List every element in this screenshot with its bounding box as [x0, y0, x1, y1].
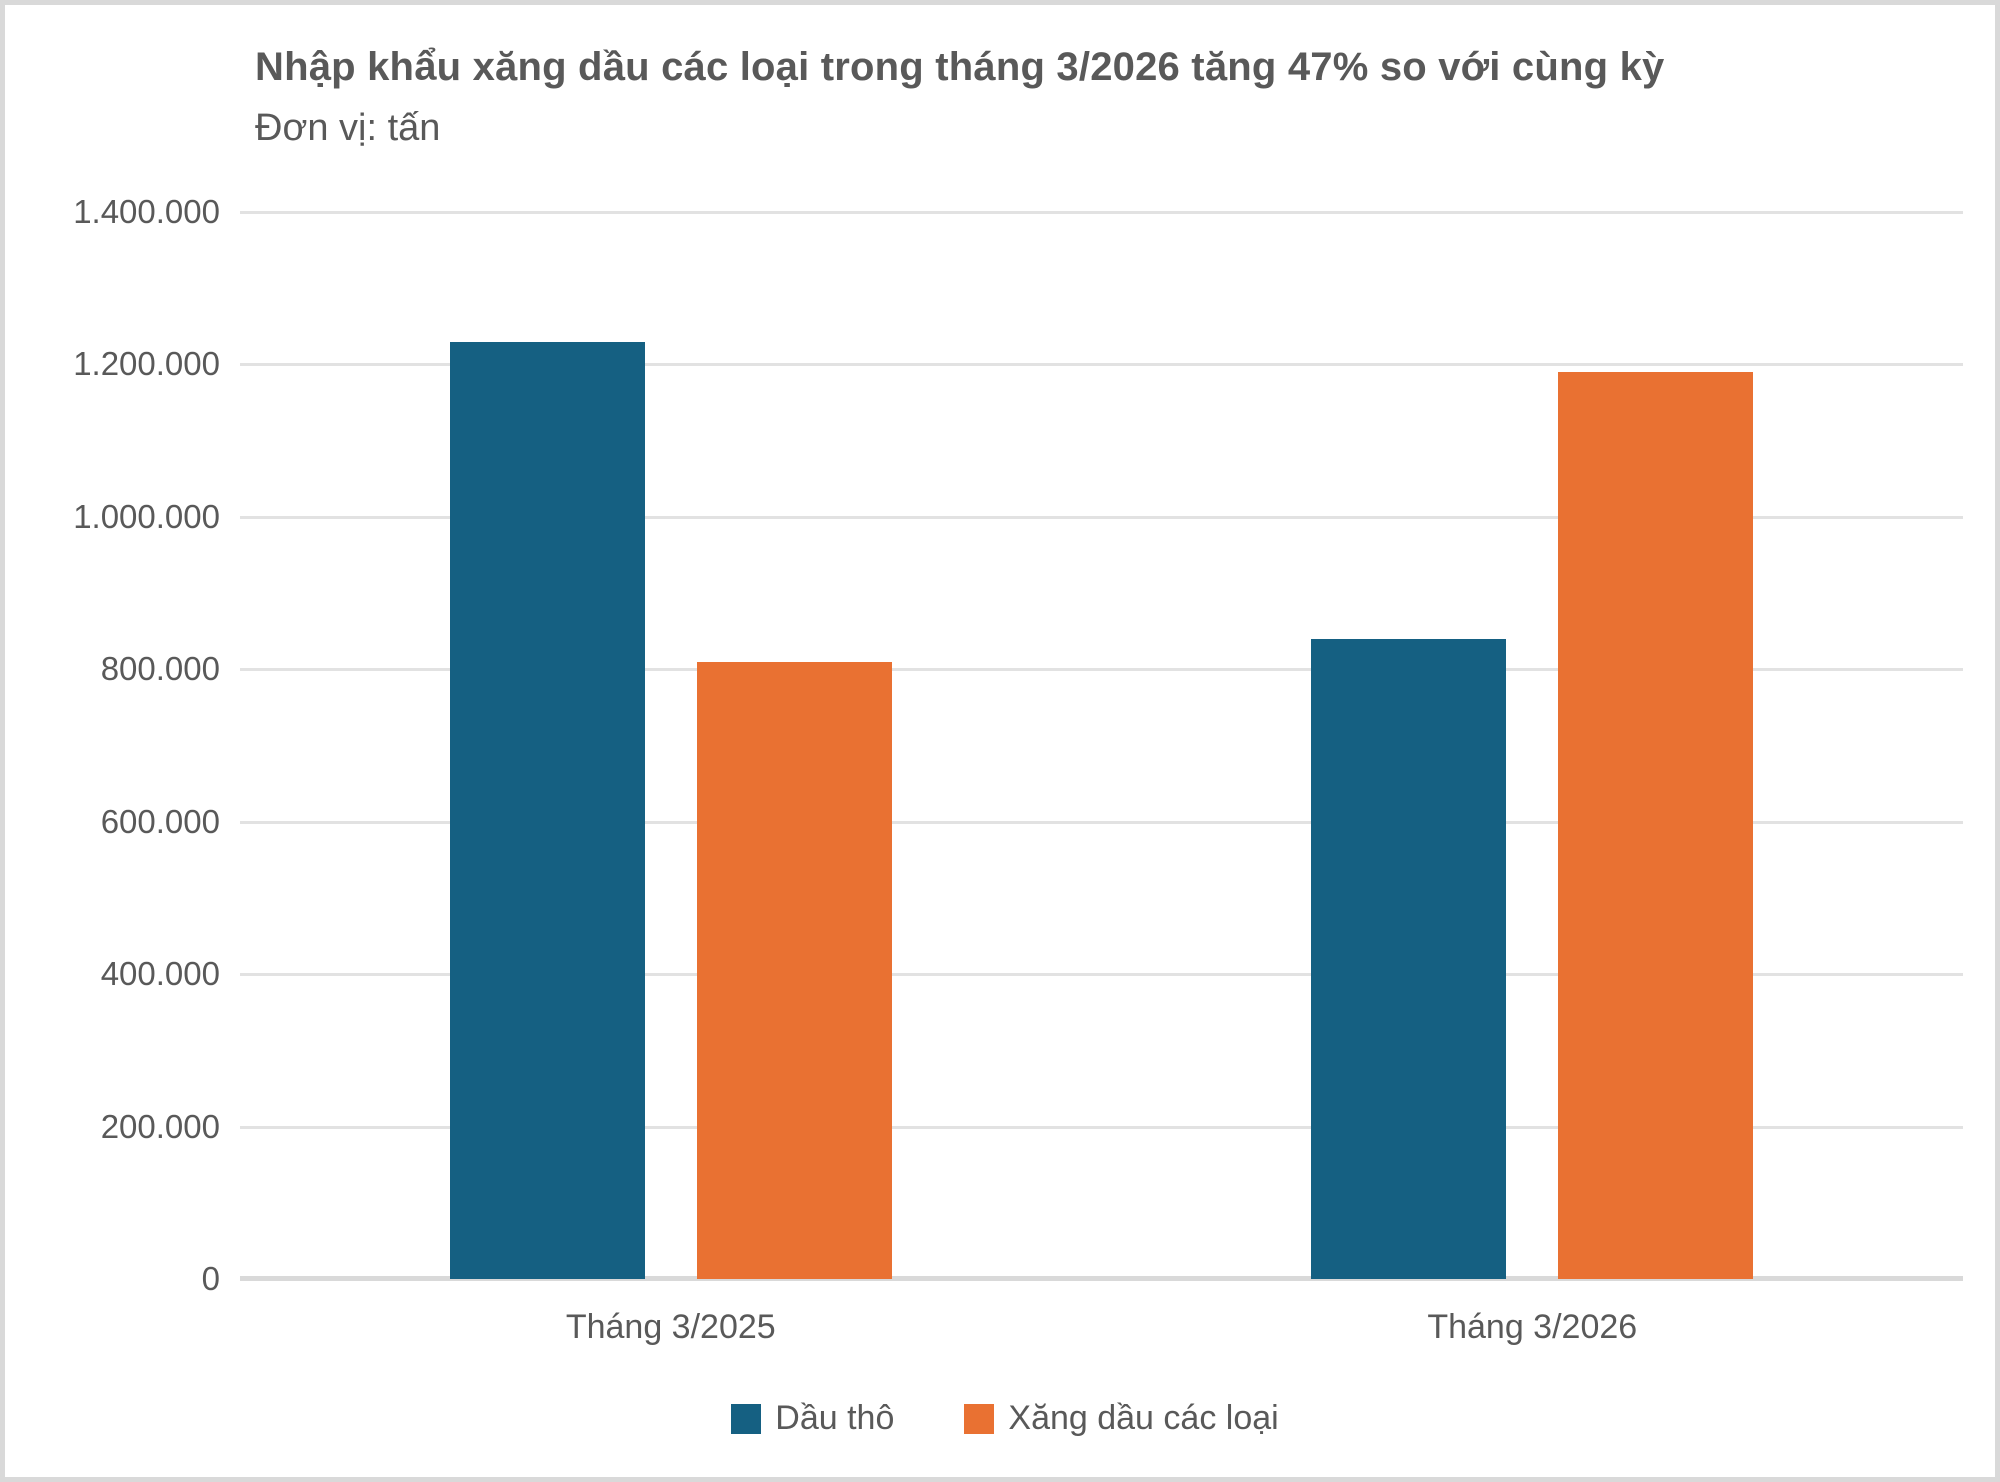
x-category-label: Tháng 3/2026 [1427, 1308, 1638, 1346]
legend-label: Dầu thô [775, 1399, 895, 1437]
bar [696, 661, 892, 1279]
chart-title: Nhập khẩu xăng dầu các loại trong tháng … [255, 45, 1665, 89]
y-tick-label: 600.000 [100, 802, 220, 840]
legend-swatch-icon [964, 1403, 995, 1434]
gridline [240, 363, 1963, 367]
chart-subtitle: Đơn vị: tấn [255, 107, 441, 149]
y-tick-label: 200.000 [100, 1107, 220, 1145]
y-tick-label: 1.400.000 [73, 193, 220, 230]
gridline [240, 973, 1963, 977]
y-tick-label: 400.000 [100, 955, 220, 993]
legend-swatch-icon [731, 1403, 762, 1434]
y-tick-label: 0 [201, 1260, 220, 1297]
x-category-label: Tháng 3/2025 [565, 1308, 776, 1346]
y-tick-label: 1.000.000 [73, 497, 220, 535]
legend-item: Xăng dầu các loại [964, 1399, 1279, 1438]
y-axis: 0 200.000 400.000 600.000 800.000 1.000.000 1.… [5, 5, 220, 1477]
y-tick-label: 1.200.000 [73, 345, 220, 383]
x-axis-line [240, 1276, 1963, 1281]
y-tick-label: 800.000 [100, 650, 220, 688]
bar [449, 341, 645, 1279]
gridline [240, 1125, 1963, 1129]
gridline [240, 668, 1963, 672]
gridline [240, 515, 1963, 519]
plot-area [240, 211, 1963, 1281]
gridline [240, 211, 1963, 214]
bar [1558, 372, 1754, 1279]
legend-item: Dầu thô [731, 1399, 894, 1438]
legend: Dầu thô Xăng dầu các loại [5, 1399, 1995, 1438]
bar [1311, 638, 1507, 1279]
legend-label: Xăng dầu các loại [1008, 1399, 1279, 1437]
gridline [240, 820, 1963, 824]
